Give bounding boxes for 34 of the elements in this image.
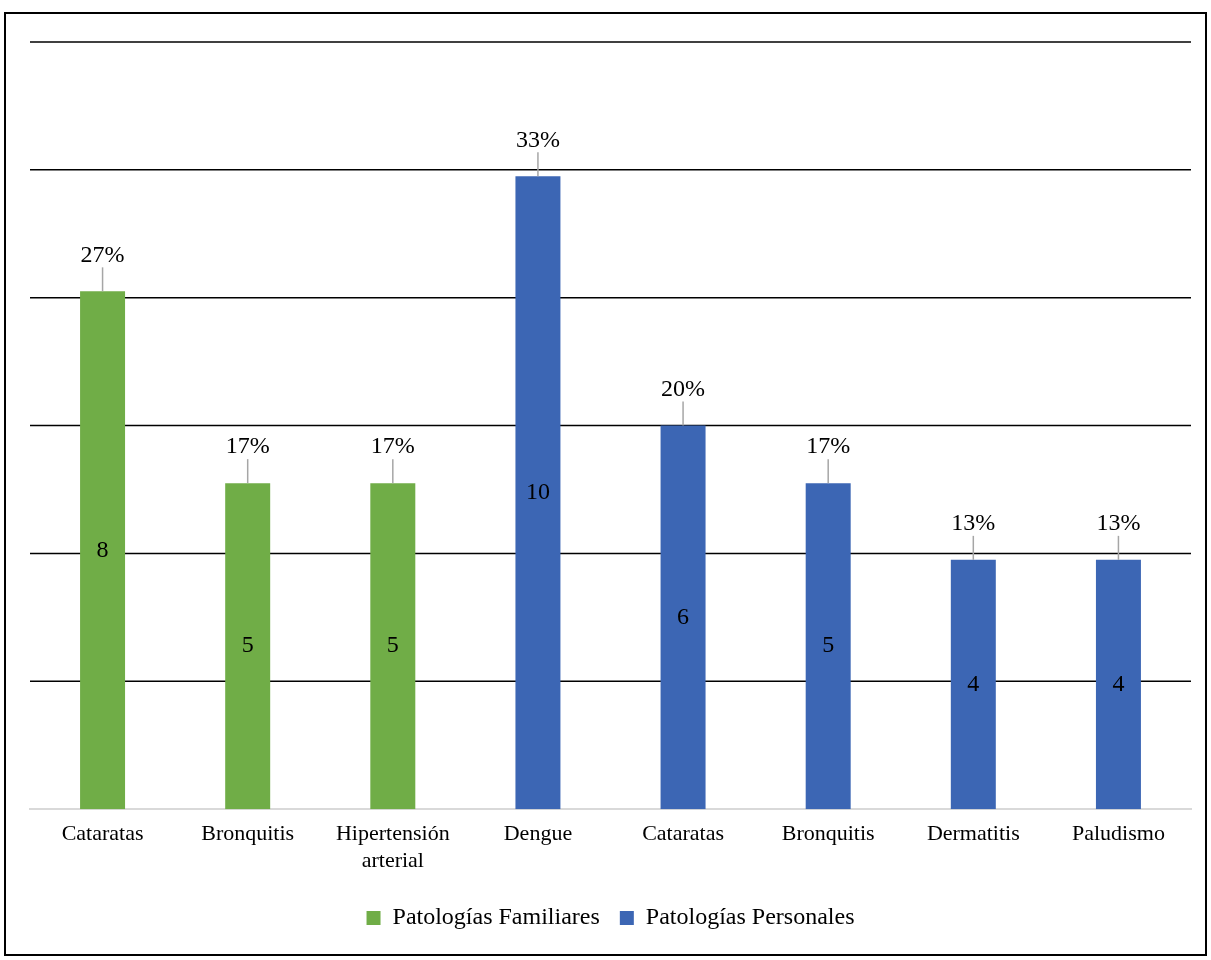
annotation: 10 bbox=[525, 478, 550, 505]
legend-label: Patologías Familiares bbox=[392, 903, 600, 930]
annotation: 4 bbox=[1112, 669, 1125, 696]
bar bbox=[80, 291, 126, 810]
x-tick-label: Dermatitis bbox=[926, 820, 1020, 846]
data-label: 27% bbox=[80, 240, 125, 267]
x-tick-label: Cataratas bbox=[642, 820, 724, 846]
data-label: 13% bbox=[951, 509, 996, 536]
bar bbox=[1095, 559, 1141, 810]
data-label: 17% bbox=[806, 432, 851, 459]
bar bbox=[370, 483, 416, 810]
data-label: 20% bbox=[661, 374, 706, 401]
annotation: 4 bbox=[967, 669, 980, 696]
data-label: 17% bbox=[370, 432, 415, 459]
bar bbox=[515, 176, 561, 810]
annotation: 6 bbox=[677, 602, 690, 629]
annotation: 8 bbox=[96, 535, 109, 562]
annotation: 5 bbox=[241, 631, 254, 658]
data-label: 13% bbox=[1096, 509, 1141, 536]
legend-label: Patologías Personales bbox=[645, 903, 855, 930]
x-tick-label: Paludismo bbox=[1071, 820, 1165, 846]
bar bbox=[225, 483, 271, 810]
data-label: 17% bbox=[225, 432, 270, 459]
x-tick-label: Cataratas bbox=[61, 820, 144, 846]
bar bbox=[950, 559, 996, 810]
x-tick-label: Dengue bbox=[503, 820, 573, 846]
bar bbox=[660, 425, 706, 810]
data-label: 33% bbox=[515, 125, 560, 152]
x-tick-label: Bronquitis bbox=[201, 820, 295, 846]
bar bbox=[805, 483, 851, 810]
annotation: 5 bbox=[822, 631, 835, 658]
x-tick-label: Bronquitis bbox=[781, 820, 875, 846]
annotation: 5 bbox=[386, 631, 399, 658]
x-tick-label: Hipertensión arterial bbox=[335, 820, 450, 872]
